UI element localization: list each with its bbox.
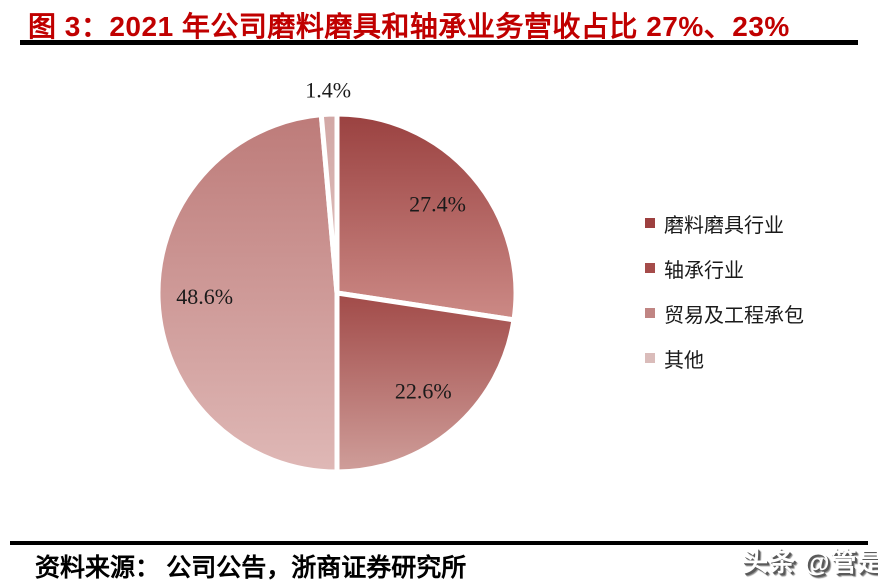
legend-swatch-icon <box>645 308 655 318</box>
pie-slice-1 <box>334 111 519 323</box>
slice-label-4: 1.4% <box>305 78 351 103</box>
legend-item-1: 磨料磨具行业 <box>645 211 804 237</box>
watermark: 头条 @管是 <box>742 547 878 577</box>
legend-item-4: 其他 <box>645 346 804 372</box>
pie-slice-3 <box>155 111 340 475</box>
legend-swatch-icon <box>645 218 655 228</box>
legend-label: 轴承行业 <box>664 259 744 282</box>
legend-item-3: 贸易及工程承包 <box>645 301 804 327</box>
pie-slice-2 <box>334 290 517 475</box>
pie-chart-svg: 27.4% 22.6% 48.6% 1.4% <box>155 78 519 475</box>
slice-label-1: 27.4% <box>409 192 466 217</box>
legend-swatch-icon <box>645 353 655 363</box>
title-divider <box>20 40 858 45</box>
slice-label-3: 48.6% <box>176 284 233 309</box>
legend-label: 其他 <box>664 349 704 372</box>
legend-label: 贸易及工程承包 <box>664 304 804 327</box>
legend-item-2: 轴承行业 <box>645 256 804 282</box>
slice-label-2: 22.6% <box>395 379 452 404</box>
figure-title: 图 3：2021 年公司磨料磨具和轴承业务营收占比 27%、23% <box>28 11 790 42</box>
pie-chart: 27.4% 22.6% 48.6% 1.4% <box>107 63 567 523</box>
legend-swatch-icon <box>645 263 655 273</box>
legend-label: 磨料磨具行业 <box>664 214 784 237</box>
footer-divider <box>10 541 868 545</box>
source-note: 资料来源： 公司公告，浙商证券研究所 <box>35 555 467 582</box>
chart-legend: 磨料磨具行业 轴承行业贸易及工程承包 其他 <box>645 211 804 391</box>
pie-slice-4 <box>318 111 340 294</box>
